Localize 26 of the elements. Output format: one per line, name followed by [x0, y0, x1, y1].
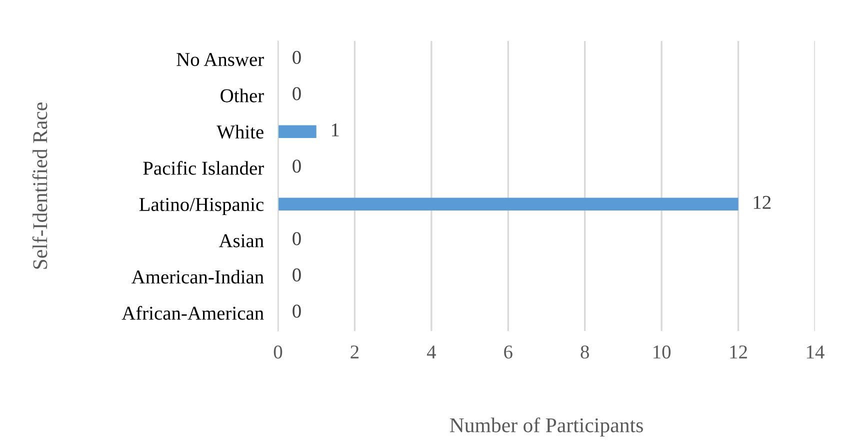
x-tick-label: 0	[274, 345, 282, 359]
x-tick-label: 14	[806, 346, 824, 358]
y-axis-title: Self-Identified Race	[32, 102, 48, 269]
y-tick-label: Pacific Islander	[143, 160, 264, 175]
x-tick-label: 10	[654, 345, 671, 359]
y-tick-label: No Answer	[176, 53, 264, 66]
y-tick-label: American-Indian	[131, 270, 264, 284]
data-label: 12	[754, 196, 771, 209]
x-tick-label: 8	[580, 345, 589, 359]
x-tick-label: 4	[426, 346, 436, 358]
y-tick-label: Asian	[218, 234, 264, 248]
data-label: 0	[292, 304, 301, 318]
x-tick-label: 12	[730, 346, 747, 358]
data-label: 1	[332, 123, 339, 136]
data-label: 0	[292, 50, 301, 64]
data-label: 0	[292, 160, 301, 173]
y-tick-label: African-American	[122, 306, 264, 320]
data-label: 0	[292, 232, 301, 246]
x-tick-label: 2	[350, 346, 359, 358]
data-label: 0	[292, 87, 301, 100]
x-tick-label: 6	[504, 346, 512, 359]
y-tick-label: Latino/Hispanic	[139, 198, 264, 216]
data-label: 0	[292, 268, 301, 282]
y-tick-label: White	[216, 124, 264, 139]
x-axis-title: Number of Participants	[450, 417, 643, 437]
y-tick-label: Other	[220, 88, 264, 102]
